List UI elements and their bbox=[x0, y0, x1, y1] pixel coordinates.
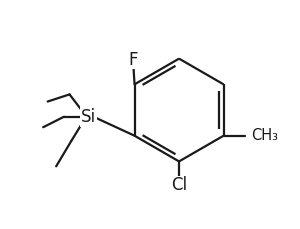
Text: Si: Si bbox=[81, 108, 96, 126]
Text: F: F bbox=[129, 51, 138, 69]
Text: CH₃: CH₃ bbox=[251, 128, 278, 143]
Text: Cl: Cl bbox=[171, 176, 187, 194]
